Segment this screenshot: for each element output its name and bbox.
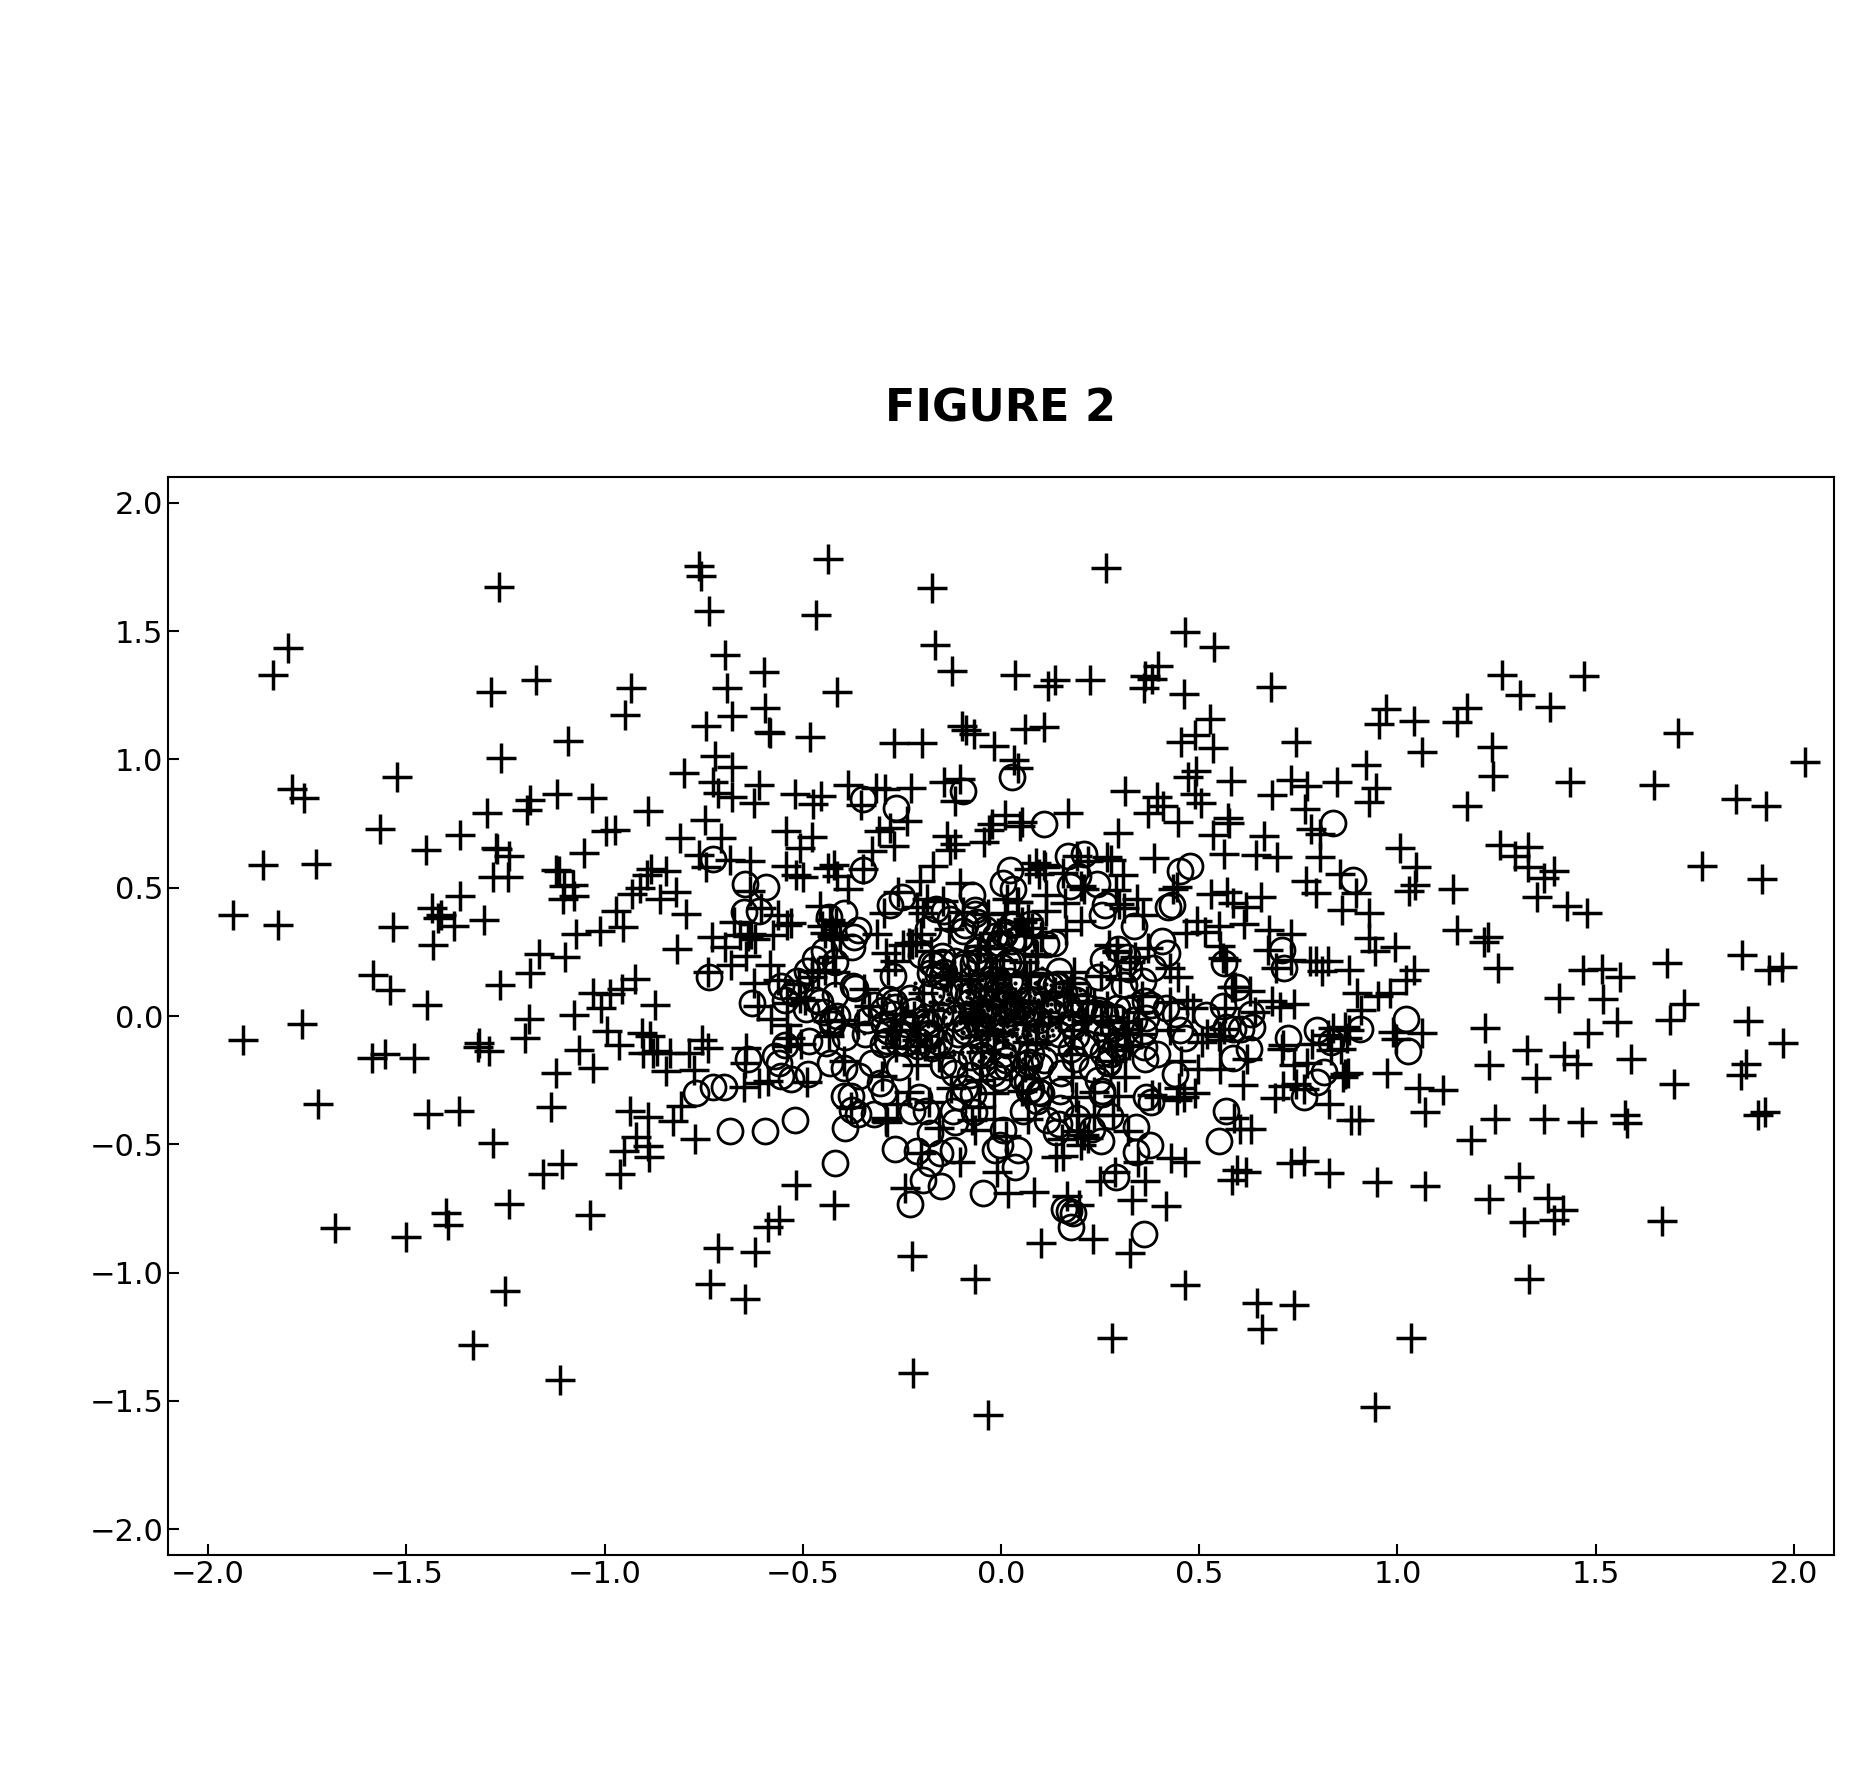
Title: FIGURE 2: FIGURE 2: [885, 387, 1117, 431]
